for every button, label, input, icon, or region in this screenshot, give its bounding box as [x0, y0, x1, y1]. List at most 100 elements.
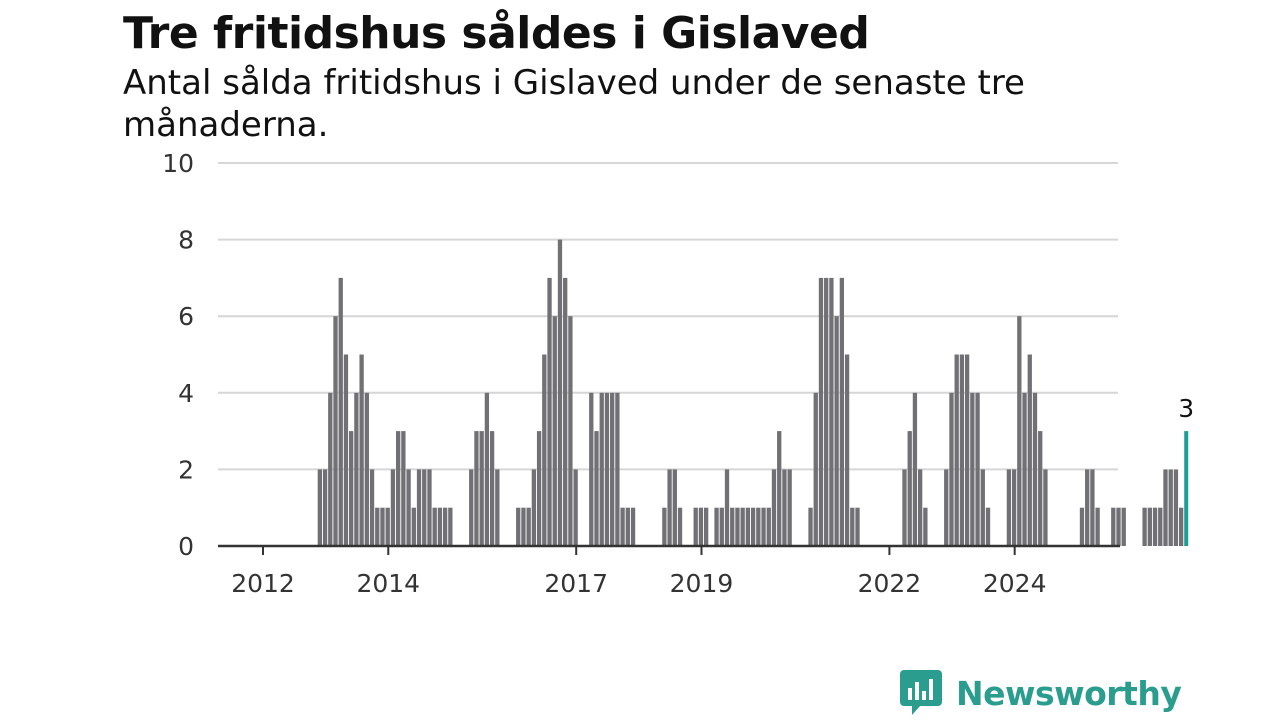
bar: [693, 507, 698, 546]
x-tick-label: 2017: [544, 569, 608, 598]
x-axis: 2012 2014 2017 2019 2022 2024: [218, 544, 1120, 598]
bar: [923, 507, 928, 546]
bar: [1163, 469, 1168, 546]
bar: [1017, 316, 1022, 546]
brand-name: Newsworthy: [956, 673, 1182, 713]
bar: [959, 354, 965, 546]
bar: [427, 469, 432, 546]
bar: [1085, 469, 1090, 546]
bar: [698, 507, 704, 546]
bar: [610, 392, 615, 546]
bar: [411, 507, 416, 546]
bar: [594, 431, 599, 546]
bar: [1043, 469, 1048, 546]
bar: [625, 507, 630, 546]
bar: [750, 507, 756, 546]
bar: [912, 392, 918, 546]
bar: [1022, 392, 1027, 546]
bar: [557, 239, 563, 546]
bar: [839, 277, 844, 546]
chart-subtitle: Antal sålda fritidshus i Gislaved under …: [123, 63, 1025, 145]
bar: [364, 392, 369, 546]
bar: [1116, 507, 1121, 546]
bar: [422, 469, 427, 546]
bar: [964, 354, 970, 546]
x-tick-label: 2019: [670, 569, 734, 598]
y-tick-label: 6: [178, 302, 194, 331]
bar: [396, 431, 401, 546]
bar: [855, 507, 860, 546]
bar: [677, 507, 683, 546]
bar: [599, 392, 604, 546]
bar: [416, 469, 422, 546]
bar: [489, 431, 495, 546]
bar: [1173, 469, 1179, 546]
bar: [824, 277, 829, 546]
bar: [531, 469, 537, 546]
bar: [526, 507, 531, 546]
bar: [662, 507, 667, 546]
bar: [333, 316, 338, 546]
bar: [672, 469, 677, 546]
bar: [317, 469, 322, 546]
bar-series: [317, 239, 1189, 546]
bar: [573, 469, 578, 546]
bar: [406, 469, 411, 546]
bar: [975, 392, 980, 546]
bar: [1011, 469, 1017, 546]
bar: [349, 431, 354, 546]
bar: [918, 469, 923, 546]
bar: [516, 507, 521, 546]
bar: [322, 469, 328, 546]
bar: [380, 507, 385, 546]
bar: [536, 431, 542, 546]
bar: [432, 507, 437, 546]
bar: [829, 277, 834, 546]
bar: [667, 469, 672, 546]
bar: [552, 316, 557, 546]
bar: [980, 469, 985, 546]
y-tick-label: 8: [178, 226, 194, 255]
bar: [338, 277, 343, 546]
newsworthy-logo: Newsworthy: [900, 670, 1182, 716]
bar: [771, 469, 777, 546]
bar: [547, 277, 552, 546]
bar: [766, 507, 771, 546]
bar: [1147, 507, 1152, 546]
y-tick-label: 2: [178, 455, 194, 484]
gridlines: [218, 162, 1118, 471]
y-tick-label: 4: [178, 379, 194, 408]
bar: [902, 469, 907, 546]
x-tick-label: 2014: [356, 569, 420, 598]
bar: [714, 507, 719, 546]
bar: [730, 507, 735, 546]
bar: [354, 392, 359, 546]
bar: [1168, 469, 1173, 546]
bar: [375, 507, 380, 546]
bar: [1038, 431, 1043, 546]
bar: [1095, 507, 1100, 546]
bar: [495, 469, 500, 546]
bar: [1032, 392, 1038, 546]
bar: [568, 316, 573, 546]
bar: [1121, 507, 1126, 546]
bar: [787, 469, 792, 546]
bar: [1090, 469, 1095, 546]
bar: [1006, 469, 1012, 546]
bar-chart-bubble-icon: [900, 670, 942, 715]
x-tick-label: 2022: [858, 569, 922, 598]
bar: [474, 431, 479, 546]
bar: [745, 507, 751, 546]
y-tick-label: 10: [162, 149, 194, 178]
bar: [448, 507, 453, 546]
bar: [328, 392, 333, 546]
bar: [944, 469, 949, 546]
bar: [703, 507, 709, 546]
highlight-bar: [1184, 431, 1189, 546]
bar: [1079, 507, 1085, 546]
bar: [808, 507, 813, 546]
bar: [469, 469, 474, 546]
bar: [369, 469, 375, 546]
bar: [521, 507, 526, 546]
